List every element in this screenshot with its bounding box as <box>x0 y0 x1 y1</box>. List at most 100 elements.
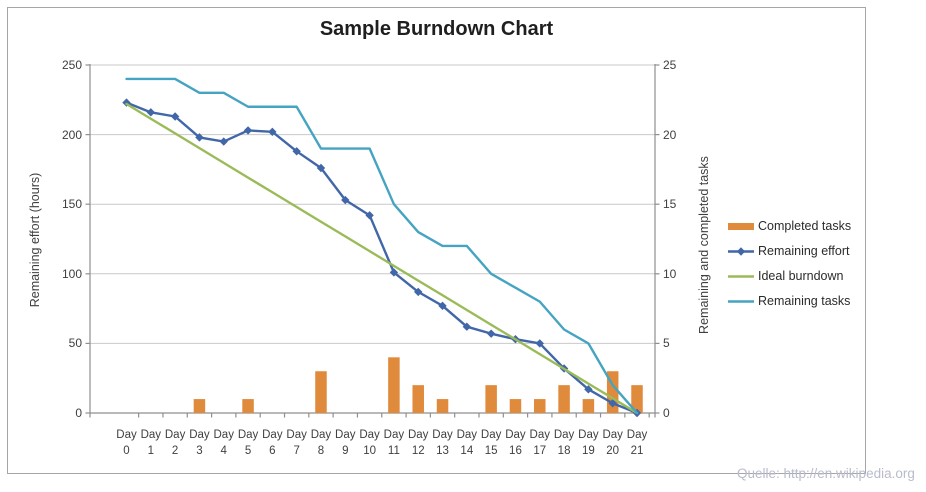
diamond-marker <box>535 339 544 348</box>
series-line-remaining-tasks <box>125 77 639 415</box>
x-tick-label-word: Day <box>480 429 502 441</box>
x-tick-label: Day 13 <box>430 428 456 459</box>
x-tick-label-word: Day <box>407 429 429 441</box>
x-tick-label-number: 7 <box>293 444 300 457</box>
x-tick-label-word: Day <box>578 429 599 441</box>
x-tick-label-word: Day <box>237 429 259 441</box>
x-tick-label: Day 4 <box>211 428 237 459</box>
x-tick-label-word: Day <box>116 429 137 441</box>
x-tick-label-number: 10 <box>363 444 376 457</box>
diamond-marker <box>122 98 131 107</box>
x-tick-label: Day 10 <box>357 428 383 459</box>
x-tick-label: Day 20 <box>600 428 626 459</box>
x-tick-label: Day 19 <box>575 428 601 459</box>
x-tick-label-number: 21 <box>630 444 644 457</box>
x-tick-label-word: Day <box>602 429 623 441</box>
x-tick-label-number: 5 <box>244 444 252 457</box>
x-tick-label: Day 8 <box>308 428 334 459</box>
diamond-marker <box>389 268 399 277</box>
x-tick-label-number: 20 <box>606 444 620 457</box>
bar-day-20 <box>606 371 619 413</box>
y-tick-label-right: 10 <box>663 266 677 281</box>
legend-label: Remaining tasks <box>758 293 851 308</box>
series-line-remaining-effort <box>125 101 639 415</box>
legend-label: Completed tasks <box>758 218 852 233</box>
y-tick-label-right: 15 <box>663 197 677 212</box>
x-tick-label-word: Day <box>335 429 356 441</box>
diamond-marker <box>414 287 423 297</box>
legend-swatch-line <box>728 274 754 278</box>
y-tick-label-left: 200 <box>61 127 82 142</box>
x-tick-label-number: 8 <box>317 444 325 457</box>
bar-day-18 <box>558 385 570 413</box>
y-axis-right-title: Remaining and completed tasks <box>697 156 711 334</box>
x-tick-label-word: Day <box>626 429 648 441</box>
x-tick-label-word: Day <box>529 429 550 441</box>
y-tick-label-right: 20 <box>663 127 677 142</box>
legend-item: Remaining tasks <box>727 288 851 313</box>
chart-frame <box>7 7 866 474</box>
diamond-marker <box>219 137 228 146</box>
diamond-marker <box>316 163 326 173</box>
x-tick-label-number: 16 <box>509 444 522 457</box>
x-tick-label: Day 7 <box>284 428 310 459</box>
x-tick-label-word: Day <box>505 429 526 441</box>
x-tick-label: Day 11 <box>381 428 407 459</box>
y-axis-left-title: Remaining effort (hours) <box>28 172 42 308</box>
bar-day-12 <box>412 385 424 413</box>
bar-day-19 <box>582 399 595 413</box>
diamond-marker <box>195 133 204 142</box>
x-tick-label-number: 4 <box>220 444 227 457</box>
x-tick-label-number: 17 <box>533 444 547 457</box>
legend-swatch-bar <box>728 222 754 230</box>
x-tick-label-number: 1 <box>147 444 154 457</box>
x-tick-label-number: 19 <box>581 444 595 457</box>
x-tick-label-number: 14 <box>460 444 474 457</box>
x-tick-label: Day 15 <box>478 428 504 459</box>
y-tick-label-left: 0 <box>75 406 82 420</box>
x-tick-label-word: Day <box>164 429 186 441</box>
legend-swatch-line-diamond <box>728 246 754 256</box>
diamond-marker <box>438 301 447 311</box>
x-tick-label-word: Day <box>456 429 478 441</box>
x-tick-label: Day 1 <box>138 428 164 459</box>
diamond-marker <box>146 108 156 117</box>
x-tick-label-word: Day <box>286 429 307 441</box>
bar-day-15 <box>485 385 497 413</box>
diamond-marker <box>292 147 301 156</box>
diamond-marker <box>608 399 617 408</box>
x-tick-label-word: Day <box>189 429 210 441</box>
legend-item: Remaining effort <box>727 238 851 263</box>
x-tick-label: Day 21 <box>624 428 650 459</box>
x-tick-label-number: 11 <box>387 444 400 457</box>
x-tick-label-number: 3 <box>196 444 203 457</box>
bar-day-21 <box>631 385 643 413</box>
y-tick-label-right: 5 <box>663 336 670 351</box>
x-tick-label: Day 17 <box>527 428 553 459</box>
x-tick-label-word: Day <box>383 429 405 441</box>
y-tick-label-left: 150 <box>61 197 82 212</box>
diamond-marker <box>170 112 180 121</box>
bar-day-17 <box>534 399 546 413</box>
diamond-marker <box>486 329 496 338</box>
diamond-marker <box>341 195 350 205</box>
bar-day-8 <box>315 371 327 413</box>
x-tick-label: Day 12 <box>405 428 431 459</box>
chart-title: Sample Burndown Chart <box>319 18 554 40</box>
x-tick-label: Day 3 <box>186 428 212 459</box>
x-tick-label: Day 16 <box>502 428 528 459</box>
x-tick-label: Day 0 <box>114 428 140 459</box>
x-tick-label-word: Day <box>432 429 453 441</box>
diamond-marker <box>268 127 277 137</box>
x-tick-label: Day 5 <box>235 428 261 459</box>
y-tick-label-left: 250 <box>61 58 82 72</box>
legend-item: Ideal burndown <box>727 263 851 288</box>
x-tick-label-word: Day <box>262 429 283 441</box>
x-tick-label: Day 9 <box>332 428 358 459</box>
y-tick-label-left: 100 <box>61 266 82 281</box>
x-tick-label-number: 18 <box>557 444 571 457</box>
x-tick-label-number: 2 <box>171 444 179 457</box>
legend-label: Ideal burndown <box>758 268 844 283</box>
bar-day-16 <box>509 399 522 413</box>
x-tick-label-word: Day <box>553 429 575 441</box>
